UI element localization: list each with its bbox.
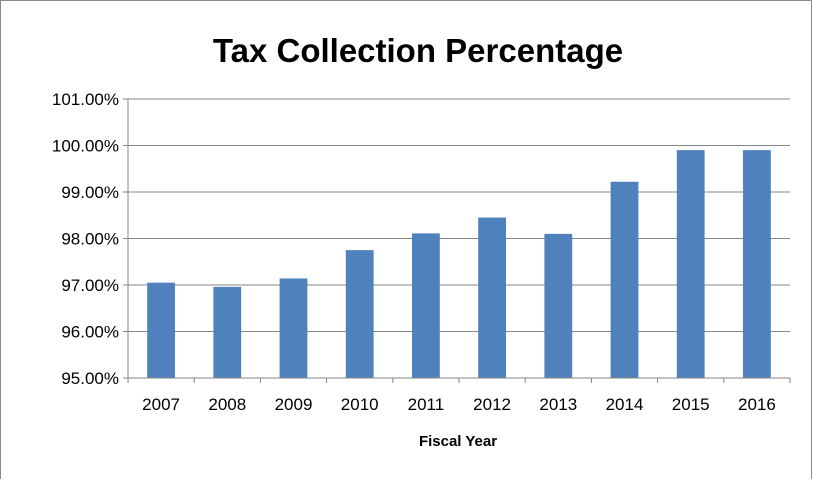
x-tick-label-2011: 2011 [408, 395, 445, 414]
bar-2007 [147, 282, 176, 378]
axes [123, 98, 791, 383]
y-tick-label-97: 97.00% [61, 276, 119, 295]
bar-2014 [610, 181, 639, 378]
y-tick-label-99: 99.00% [61, 183, 119, 202]
x-tick-labels: 2007 2008 2009 2010 2011 2012 2013 2014 2015 2016 [142, 395, 776, 414]
x-tick-label-2008: 2008 [208, 395, 246, 414]
chart-title: Tax Collection Percentage [213, 32, 623, 69]
y-tick-label-98: 98.00% [61, 230, 119, 249]
y-tick-labels: 95.00% 96.00% 97.00% 98.00% 99.00% 100.00% 101… [52, 90, 119, 388]
x-tick-label-2007: 2007 [142, 395, 180, 414]
y-tick-label-96: 96.00% [61, 323, 119, 342]
x-axis-title: Fiscal Year [419, 433, 497, 450]
bar-2008 [213, 286, 242, 378]
bar-2013 [544, 233, 573, 378]
x-tick-label-2009: 2009 [275, 395, 313, 414]
bar-2016 [742, 150, 771, 378]
bar-2010 [345, 250, 374, 378]
x-tick-label-2010: 2010 [341, 395, 379, 414]
y-tick-label-100: 100.00% [52, 137, 119, 156]
x-tick-label-2015: 2015 [672, 395, 710, 414]
bars [147, 150, 771, 378]
x-tick-label-2014: 2014 [606, 395, 644, 414]
y-tick-label-101: 101.00% [52, 90, 119, 109]
bar-2012 [478, 217, 507, 378]
x-tick-label-2016: 2016 [738, 395, 776, 414]
y-tick-label-95: 95.00% [61, 369, 119, 388]
bar-2009 [279, 278, 308, 378]
x-tick-label-2012: 2012 [473, 395, 511, 414]
x-tick-label-2013: 2013 [539, 395, 577, 414]
bar-2011 [411, 233, 440, 378]
bar-2015 [676, 150, 705, 378]
